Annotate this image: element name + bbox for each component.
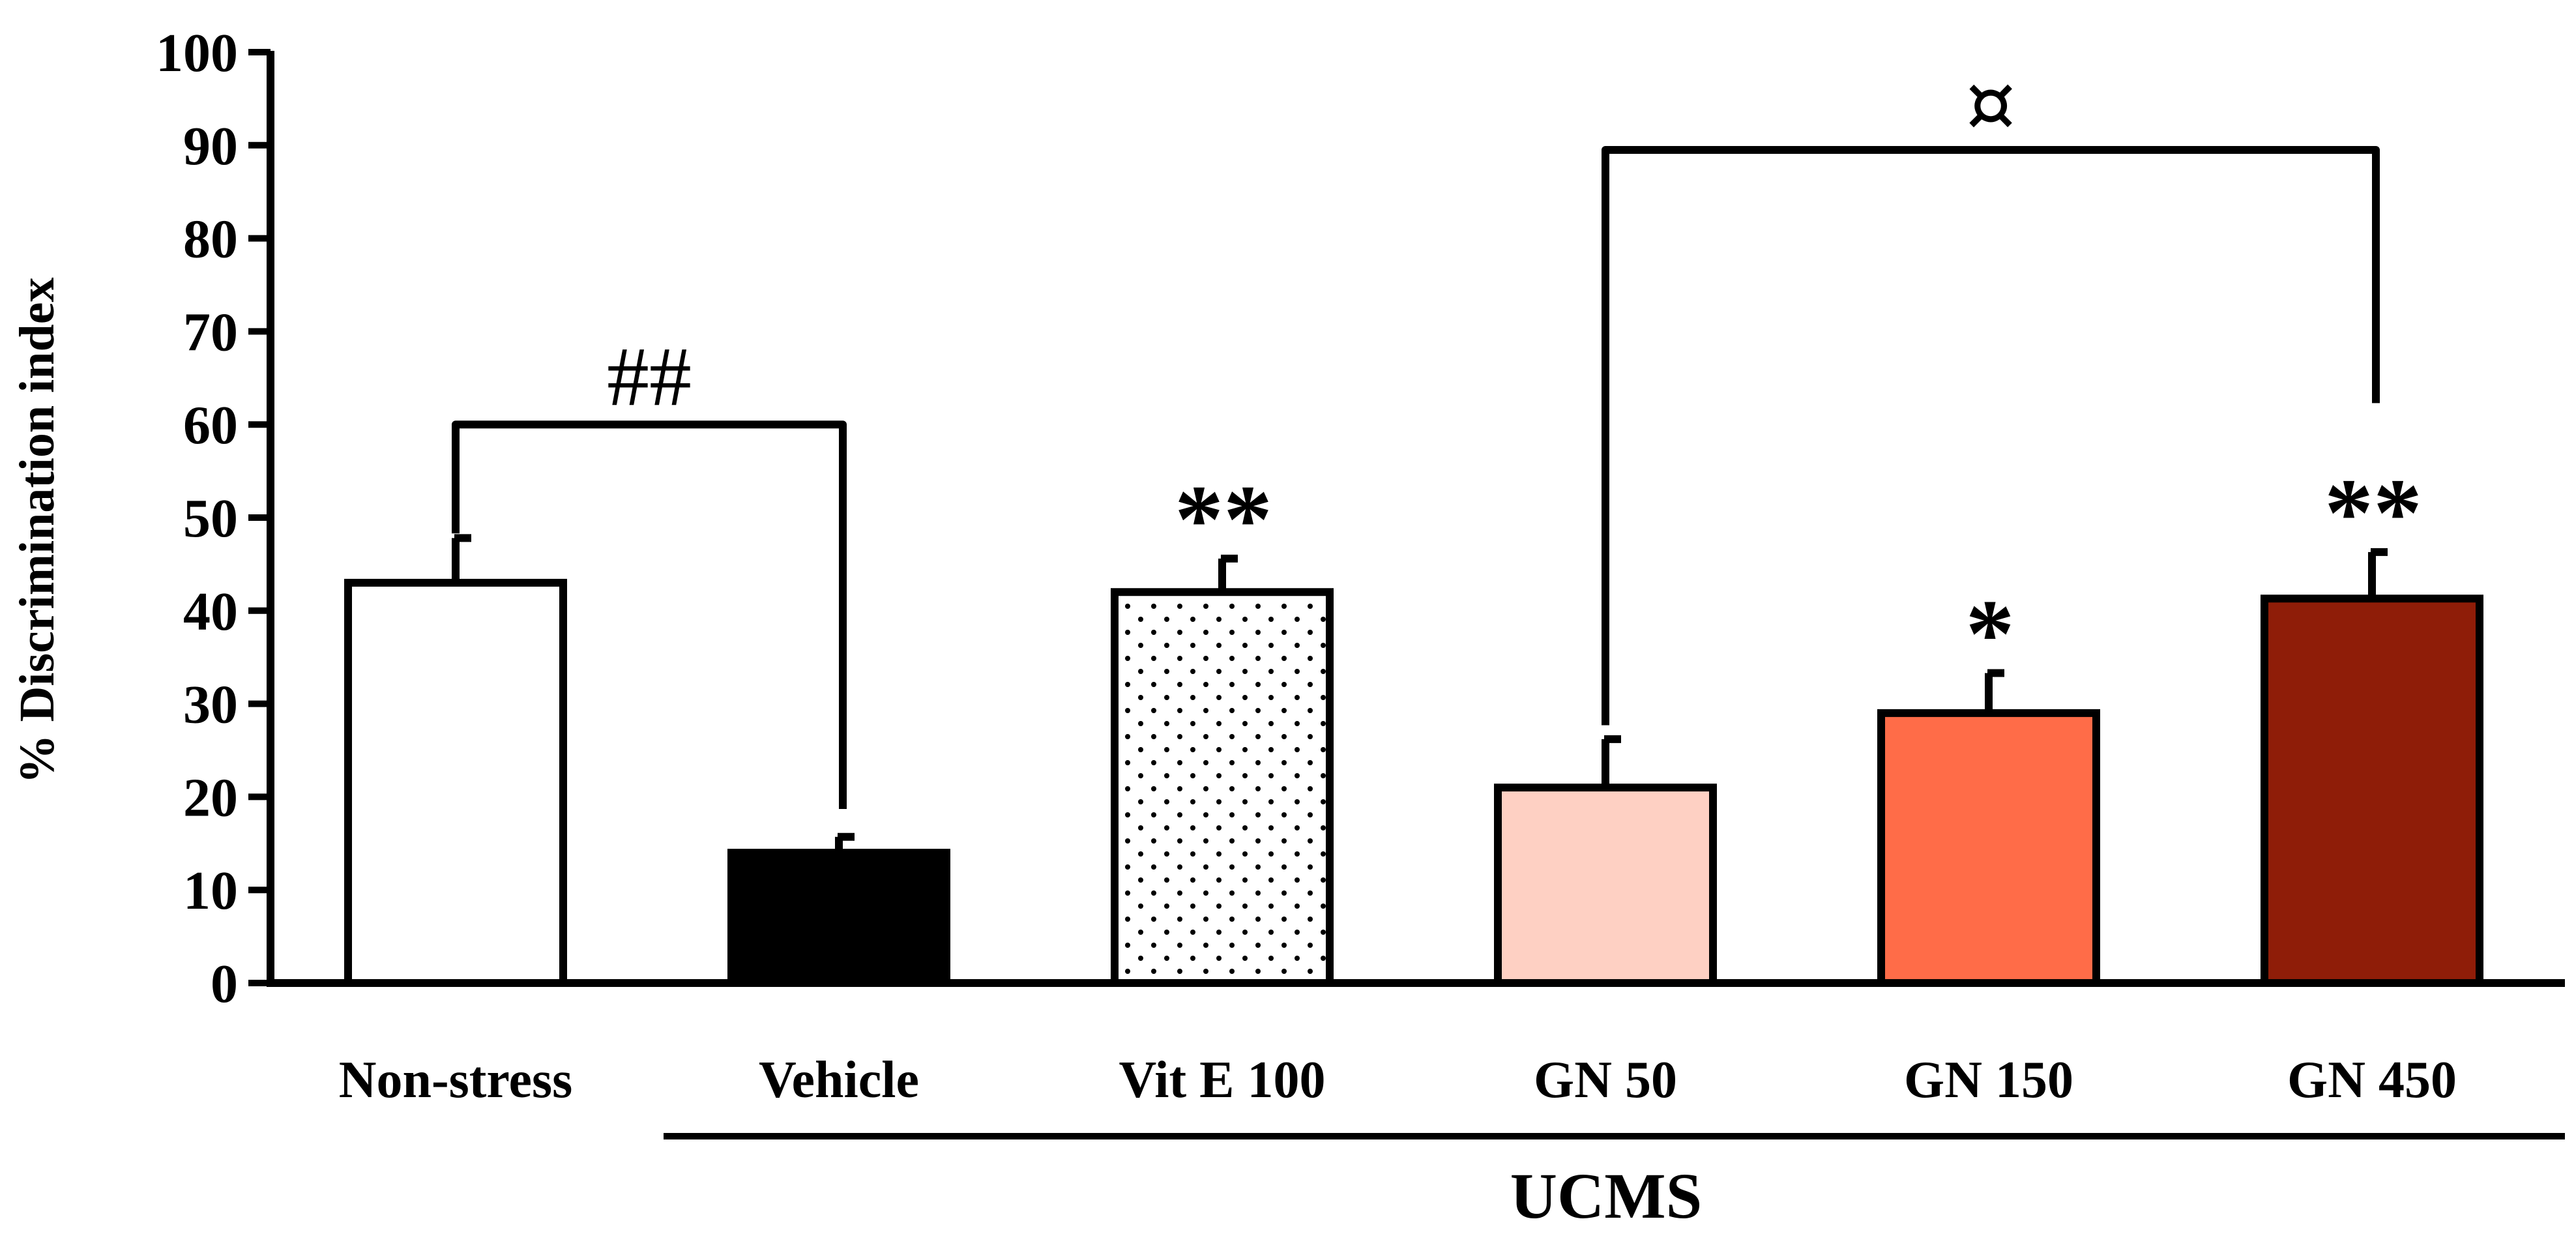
y-tick-label: 60 <box>183 395 238 456</box>
bracket-label: ## <box>607 330 692 424</box>
y-tick-label: 100 <box>156 23 238 83</box>
y-tick-label: 10 <box>183 860 238 921</box>
x-tick-label: Vehicle <box>759 1051 919 1109</box>
x-axis: Non-stress Vehicle Vit E 100 GN 50 GN 150 GN … <box>267 979 2565 1232</box>
bar-gn-50 <box>1494 784 1717 987</box>
y-tick-label: 20 <box>183 767 238 828</box>
bar-non-stress <box>344 578 567 987</box>
group-label: UCMS <box>1510 1160 1702 1232</box>
bars <box>344 534 2483 987</box>
y-tick-label: 0 <box>211 954 238 1014</box>
y-tick-label: 90 <box>183 116 238 177</box>
y-tick-label: 80 <box>183 209 238 270</box>
comparison-bracket <box>1602 145 2380 726</box>
y-tick-label: 70 <box>183 302 238 362</box>
annotations: *****##¤ <box>452 59 2422 809</box>
x-tick-label: GN 150 <box>1904 1051 2073 1109</box>
bar-vit-e-100 <box>1111 588 1334 987</box>
y-tick-label: 30 <box>183 675 238 735</box>
bar-vehicle <box>727 849 950 987</box>
bar-gn-450 <box>2261 595 2483 987</box>
significance-label: ** <box>1175 465 1272 574</box>
comparison-bracket <box>452 420 847 809</box>
bracket-label: ¤ <box>1966 59 2015 149</box>
x-tick-label: GN 450 <box>2287 1051 2457 1109</box>
x-tick-label: Vit E 100 <box>1119 1051 1325 1109</box>
y-axis-title: % Discrimination index <box>10 278 65 784</box>
y-tick-label: 40 <box>183 581 238 642</box>
x-tick-label: Non-stress <box>339 1051 573 1109</box>
y-tick-label: 50 <box>183 488 238 549</box>
y-axis: 0 10 20 30 40 50 60 70 80 90 100 % Discrimination i… <box>10 23 274 1014</box>
significance-label: ** <box>2324 459 2422 567</box>
bar-gn-150 <box>1877 709 2100 987</box>
x-tick-label: GN 50 <box>1534 1051 1677 1109</box>
significance-label: * <box>1966 580 2015 688</box>
